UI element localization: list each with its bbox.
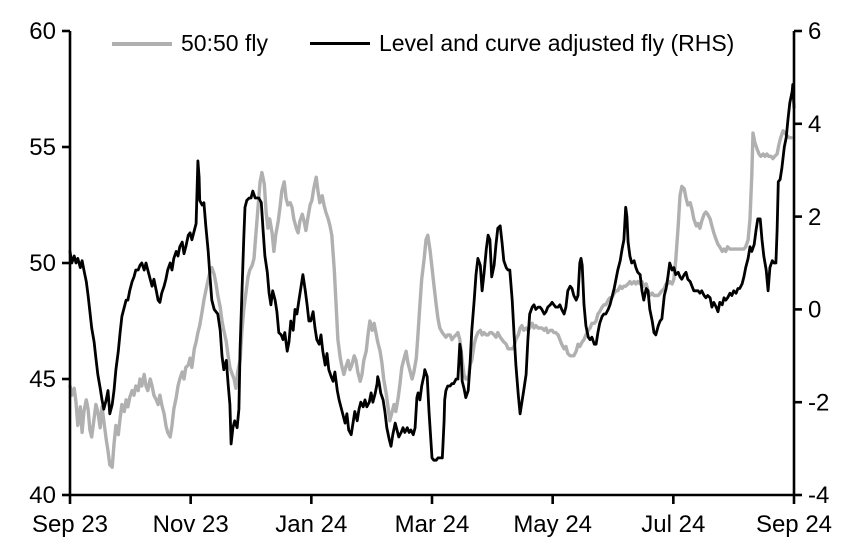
right-axis-tick-label: -2: [808, 389, 829, 416]
series-line-1: [68, 129, 793, 469]
x-axis-tick-label: Sep 23: [32, 511, 108, 538]
x-axis-tick-label: Jul 24: [641, 511, 705, 538]
gray-line-swatch-icon: [112, 41, 172, 46]
x-axis-tick-label: May 24: [513, 511, 592, 538]
right-axis-tick-label: -4: [808, 482, 829, 509]
series-line-2: [68, 83, 796, 462]
x-axis-tick-label: Sep 24: [756, 511, 832, 538]
right-axis-tick-label: 4: [808, 111, 821, 138]
x-axis-tick-label: Nov 23: [153, 511, 229, 538]
x-axis-tick-label: Jan 24: [275, 511, 347, 538]
left-axis-tick-label: 50: [29, 250, 56, 277]
right-axis-tick-label: 2: [808, 204, 821, 231]
left-axis-tick-label: 60: [29, 18, 56, 45]
legend-label: 50:50 fly: [181, 30, 268, 56]
black-line-swatch-icon: [309, 42, 370, 45]
chart-legend: 50:50 fly Level and curve adjusted fly (…: [112, 32, 734, 55]
legend-label: Level and curve adjusted fly (RHS): [378, 30, 735, 56]
right-axis-tick-label: 6: [808, 18, 821, 45]
left-axis-tick-label: 55: [29, 134, 56, 161]
legend-item-5050-fly: 50:50 fly: [112, 32, 268, 55]
legend-item-level-curve-adjusted-fly: Level and curve adjusted fly (RHS): [309, 30, 735, 56]
left-axis-tick-label: 45: [29, 366, 56, 393]
left-axis-tick-label: 40: [29, 482, 56, 509]
right-axis-tick-label: 0: [808, 297, 821, 324]
x-axis-tick-label: Mar 24: [395, 511, 470, 538]
